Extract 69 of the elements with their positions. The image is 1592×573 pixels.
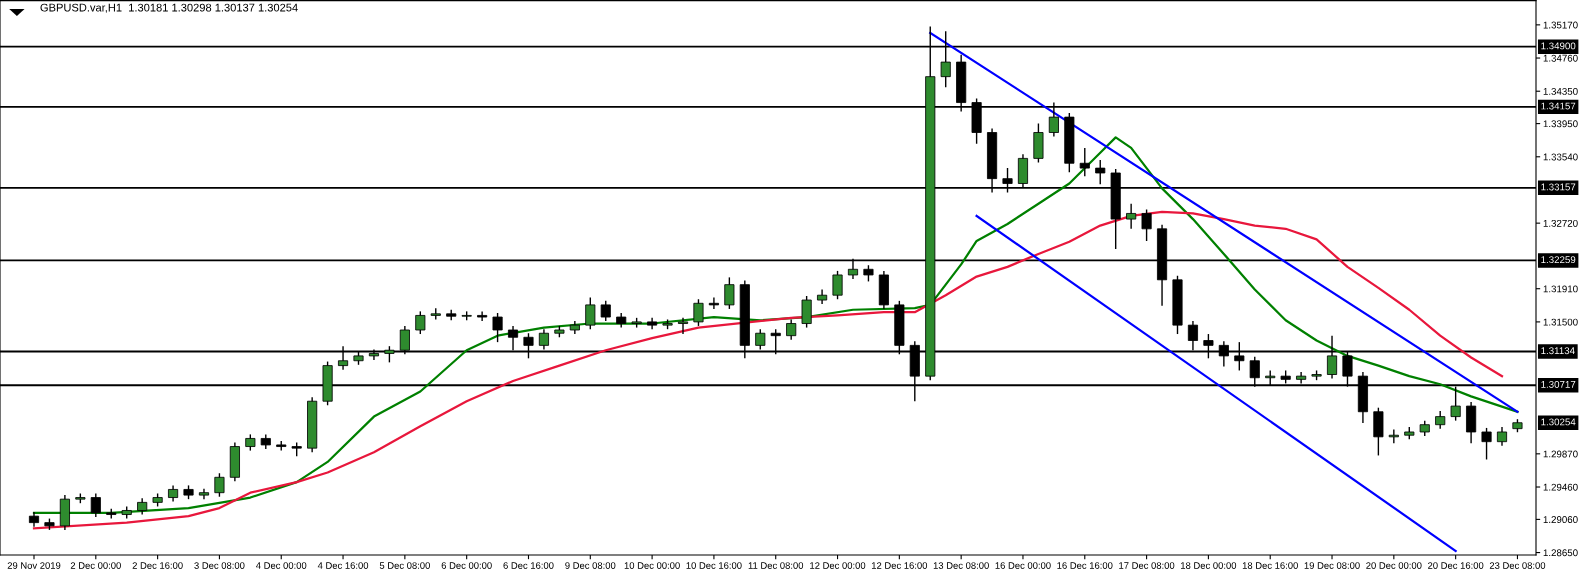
candlestick <box>477 310 488 322</box>
y-tick-label: 1.29870 <box>1543 450 1578 458</box>
candlestick <box>1481 427 1492 461</box>
x-tick-label: 20 Dec 16:00 <box>1428 562 1484 569</box>
x-tick-label: 17 Dec 08:00 <box>1119 562 1175 569</box>
candlestick <box>415 310 426 335</box>
x-tick-label: 11 Dec 08:00 <box>748 562 804 569</box>
candlestick <box>693 298 704 327</box>
x-tick-label: 20 Dec 00:00 <box>1366 562 1422 569</box>
candlestick <box>1496 426 1508 447</box>
candlestick <box>724 276 735 310</box>
candlestick <box>677 317 689 335</box>
x-tick-label: 16 Dec 16:00 <box>1057 562 1113 569</box>
y-tick-label: 1.28650 <box>1543 549 1578 557</box>
x-tick-label: 6 Dec 16:00 <box>503 562 554 569</box>
y-tick-label: 1.33950 <box>1543 120 1578 128</box>
ref-line-label: 1.30717 <box>1541 381 1576 388</box>
y-tick-label: 1.31910 <box>1543 285 1578 293</box>
y-tick-label: 1.34350 <box>1543 87 1578 95</box>
x-tick-label: 16 Dec 00:00 <box>995 562 1051 569</box>
y-tick-label: 1.35170 <box>1543 21 1578 29</box>
candlestick <box>585 296 596 330</box>
x-tick-label: 10 Dec 00:00 <box>624 562 680 569</box>
x-tick-label: 5 Dec 08:00 <box>379 562 430 569</box>
x-tick-label: 13 Dec 08:00 <box>933 562 989 569</box>
candlestick <box>708 296 719 310</box>
ref-line-label: 1.31134 <box>1541 347 1575 355</box>
ref-line-label: 1.34900 <box>1541 42 1576 50</box>
candlestick <box>90 492 101 518</box>
candlestick <box>1095 159 1106 185</box>
candlestick <box>1141 208 1152 242</box>
candlestick <box>600 300 611 322</box>
x-tick-label: 12 Dec 16:00 <box>871 562 928 569</box>
chart-title: GBPUSD.var,H1 1.30181 1.30298 1.30137 1.30254 <box>40 3 298 13</box>
candlestick <box>538 328 549 351</box>
x-tick-label: 9 Dec 08:00 <box>565 562 616 569</box>
ref-line-label: 1.32259 <box>1541 256 1576 264</box>
candlestick <box>832 270 843 300</box>
y-tick-label: 1.29060 <box>1543 516 1578 524</box>
x-tick-label: 6 Dec 00:00 <box>441 562 492 569</box>
x-tick-label: 19 Dec 08:00 <box>1304 562 1360 569</box>
candlestick <box>801 295 812 329</box>
y-tick-label: 1.29460 <box>1543 483 1578 491</box>
x-tick-label: 4 Dec 00:00 <box>255 562 307 569</box>
text: 1.30254 <box>1541 418 1576 426</box>
candlestick <box>755 328 766 351</box>
y-tick-label: 1.34760 <box>1543 54 1578 62</box>
ref-line-label: 1.34157 <box>1541 102 1576 110</box>
y-tick-label: 1.32720 <box>1543 219 1578 227</box>
x-tick-label: 2 Dec 16:00 <box>132 562 183 569</box>
x-tick-label: 2 Dec 00:00 <box>70 562 121 569</box>
x-tick-label: 18 Dec 00:00 <box>1181 562 1237 569</box>
candlestick <box>1079 147 1090 177</box>
x-tick-label: 23 Dec 08:00 <box>1489 562 1546 569</box>
candlestick <box>1126 203 1137 230</box>
x-tick-label: 29 Nov 2019 <box>7 562 61 569</box>
line-series <box>32 210 1504 530</box>
y-tick-label: 1.33540 <box>1543 153 1578 161</box>
x-tick-label: 18 Dec 16:00 <box>1242 562 1298 569</box>
ref-line-label: 1.33157 <box>1541 183 1576 191</box>
x-tick-label: 4 Dec 16:00 <box>317 562 369 569</box>
y-tick-label: 1.31500 <box>1543 318 1578 326</box>
candlestick <box>492 312 503 343</box>
line-series <box>32 136 1519 515</box>
x-tick-label: 3 Dec 08:00 <box>194 562 245 569</box>
candlestick <box>786 318 797 341</box>
x-tick-label: 12 Dec 00:00 <box>810 562 866 569</box>
candlestick <box>214 472 225 498</box>
x-tick-label: 10 Dec 16:00 <box>686 562 742 569</box>
